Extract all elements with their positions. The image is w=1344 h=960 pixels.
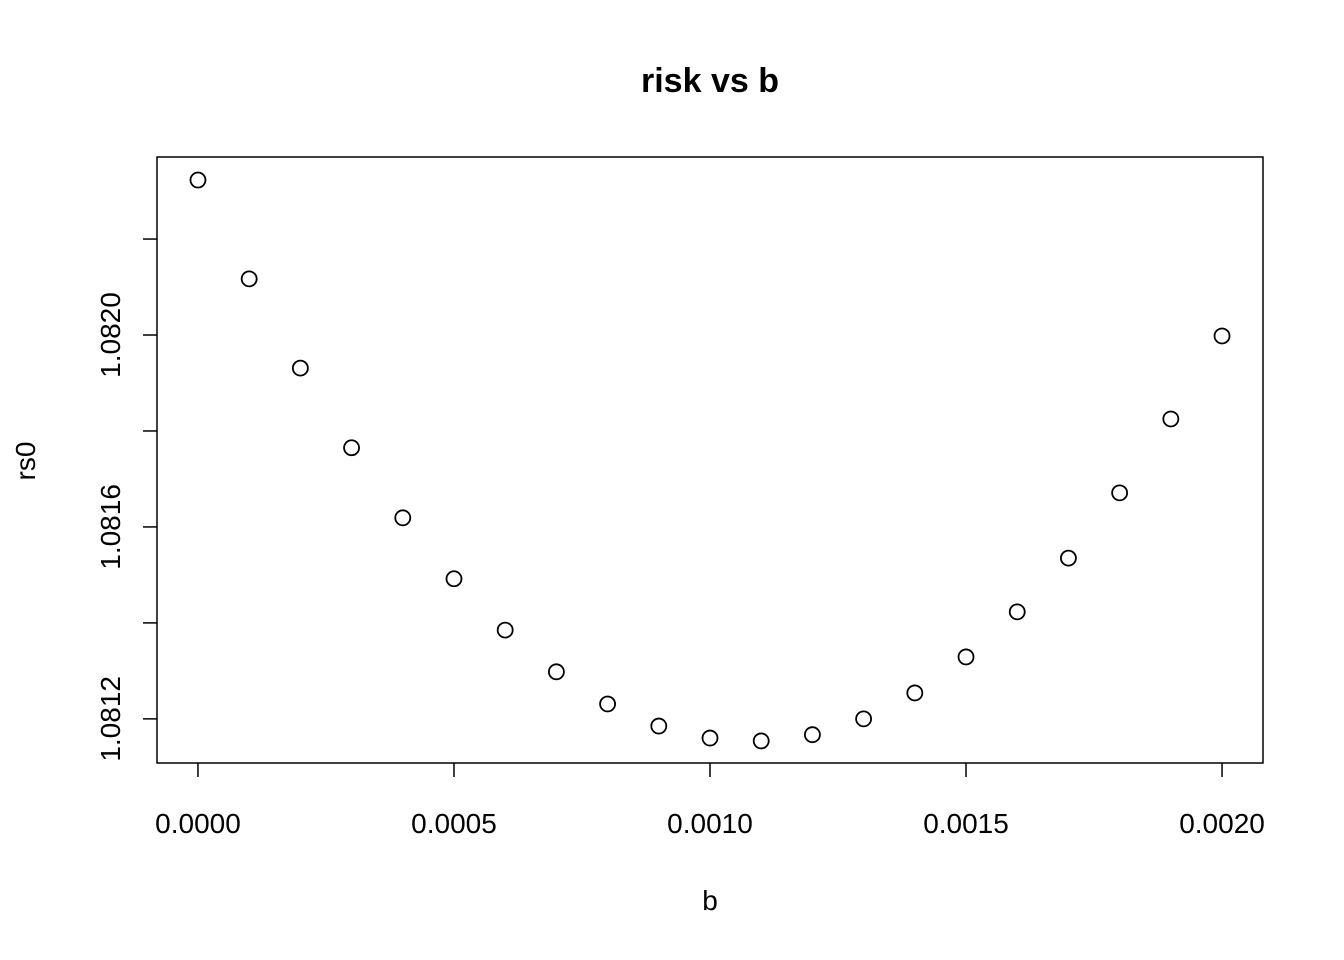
point	[855, 710, 873, 728]
chart-title: risk vs b	[641, 62, 779, 100]
point	[1162, 410, 1180, 428]
point	[394, 509, 412, 527]
point	[1213, 327, 1231, 345]
point	[343, 439, 360, 457]
point	[701, 729, 719, 747]
point	[189, 171, 207, 189]
x-tick-label: 0.0015	[923, 808, 1009, 839]
point	[1060, 549, 1077, 567]
point	[445, 570, 463, 588]
y-tick-label: 1.0816	[95, 484, 126, 570]
x-tick-label: 0.0020	[1179, 808, 1265, 839]
point	[957, 648, 975, 666]
x-axis-label: b	[702, 885, 718, 916]
point	[599, 695, 616, 713]
y-tick-label: 1.0820	[95, 292, 126, 378]
point	[240, 270, 258, 288]
point	[1111, 484, 1129, 502]
x-tick-label: 0.0005	[411, 808, 497, 839]
point	[547, 663, 565, 681]
point	[291, 359, 309, 377]
point	[906, 684, 924, 702]
point	[752, 732, 770, 750]
y-tick-label: 1.0812	[95, 676, 126, 762]
plot-frame	[156, 156, 1264, 764]
x-tick-label: 0.0000	[155, 808, 241, 839]
x-tick-label: 0.0010	[667, 808, 753, 839]
y-axis-label: rs0	[10, 442, 41, 481]
point	[1008, 603, 1026, 621]
point	[804, 726, 821, 744]
point	[496, 621, 514, 639]
point	[650, 717, 668, 735]
